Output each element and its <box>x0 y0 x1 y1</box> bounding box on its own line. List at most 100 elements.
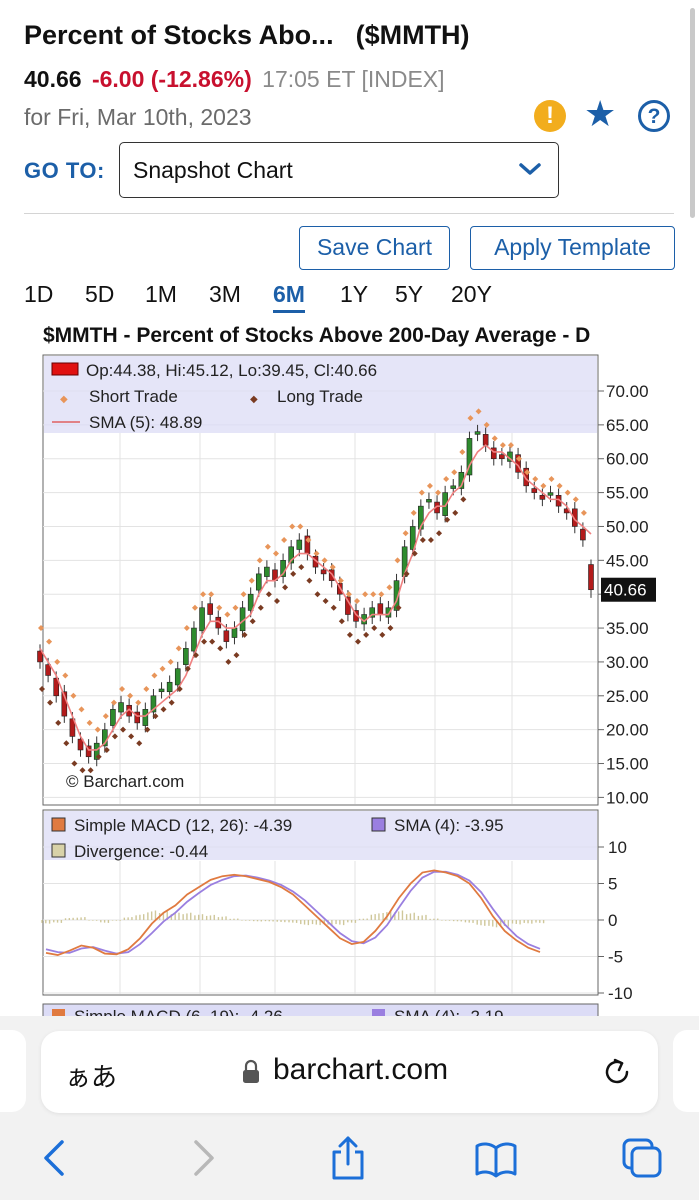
url-text[interactable]: barchart.com <box>273 1053 449 1086</box>
long-trade-point <box>282 584 289 591</box>
long-trade-point <box>290 570 297 577</box>
tabs-icon[interactable] <box>620 1134 664 1182</box>
short-trade-point <box>70 692 77 699</box>
long-trade-point <box>314 591 321 598</box>
candle-body <box>231 627 238 638</box>
forward-icon[interactable] <box>182 1134 226 1182</box>
price-tick-label: 20.00 <box>606 721 649 740</box>
short-trade-point <box>191 604 198 611</box>
long-trade-point <box>111 733 118 740</box>
lock-icon <box>243 1059 259 1083</box>
long-trade-point <box>128 733 135 740</box>
macd-tick-label: 5 <box>608 875 617 894</box>
short-trade-point <box>410 509 417 516</box>
macd-tick-label: 0 <box>608 911 617 930</box>
tab-1m[interactable]: 1M <box>145 281 177 307</box>
long-trade-point <box>241 631 248 638</box>
reload-icon[interactable] <box>600 1055 634 1089</box>
candle-body <box>450 485 457 489</box>
address-bar[interactable]: ぁあ barchart.com <box>41 1031 658 1113</box>
candle-body <box>571 508 578 527</box>
short-trade-point <box>135 699 142 706</box>
tab-20y[interactable]: 20Y <box>451 281 492 307</box>
long-trade-point <box>225 658 232 665</box>
short-trade-point <box>475 408 482 415</box>
long-trade-point <box>419 537 426 544</box>
long-trade-point <box>184 665 191 672</box>
short-trade-point <box>394 557 401 564</box>
macd2-swatch <box>52 1009 65 1016</box>
macd-signal-swatch <box>371 817 386 832</box>
candle-body <box>442 492 448 516</box>
candle-body <box>69 718 76 737</box>
short-trade-point <box>54 658 61 665</box>
tab-1d[interactable]: 1D <box>24 281 54 307</box>
tab-1y[interactable]: 1Y <box>340 281 369 307</box>
sma-line <box>39 444 592 751</box>
alert-icon[interactable]: ! <box>534 100 566 132</box>
short-trade-point <box>443 476 450 483</box>
short-trade-point <box>362 591 369 598</box>
share-icon[interactable] <box>326 1134 370 1182</box>
candle-body <box>37 650 43 663</box>
price-chart[interactable]: $MMTH - Percent of Stocks Above 200-Day … <box>0 316 699 1016</box>
long-trade-point <box>103 746 110 753</box>
ohlc-legend: Op:44.38, Hi:45.12, Lo:39.45, Cl:40.66 <box>86 361 377 380</box>
long-trade-point <box>355 638 362 645</box>
candle-body <box>409 526 416 550</box>
apply-template-button[interactable]: Apply Template <box>470 226 675 270</box>
help-icon[interactable]: ? <box>638 100 670 132</box>
save-chart-button[interactable]: Save Chart <box>299 226 450 270</box>
short-trade-point <box>151 672 158 679</box>
macd2-legend: Simple MACD (6, 19): -4.26 <box>74 1007 283 1016</box>
barchart-watermark: © Barchart.com <box>66 772 184 791</box>
short-trade-point <box>264 543 271 550</box>
short-trade-point <box>354 597 361 604</box>
candle-body <box>110 709 116 726</box>
short-trade-point <box>305 537 312 544</box>
goto-label: GO TO: <box>24 158 105 183</box>
quote-line: 40.66 -6.00 (-12.86%) 17:05 ET [INDEX] <box>24 66 445 93</box>
long-trade-point <box>55 719 62 726</box>
candle-body <box>142 709 149 726</box>
long-trade-point <box>87 767 94 774</box>
tab-3m[interactable]: 3M <box>209 281 241 307</box>
long-trade-point <box>79 767 86 774</box>
short-trade-point <box>386 584 393 591</box>
bookmarks-icon[interactable] <box>474 1134 518 1182</box>
long-trade-point <box>346 631 353 638</box>
short-trade-point <box>240 591 247 598</box>
back-icon[interactable] <box>32 1134 76 1182</box>
short-trade-point <box>272 550 279 557</box>
price-change: -6.00 (-12.86%) <box>91 66 252 92</box>
macd-legend: Simple MACD (12, 26): -4.39 <box>74 816 292 835</box>
short-trade-point <box>459 448 466 455</box>
chart-title: $MMTH - Percent of Stocks Above 200-Day … <box>43 324 590 347</box>
macd-signal-line <box>45 870 541 955</box>
candle-body <box>199 607 205 632</box>
long-trade-point <box>217 645 224 652</box>
tab-6m[interactable]: 6M <box>273 281 305 313</box>
long-trade-point <box>371 625 378 632</box>
short-trade-point <box>127 692 134 699</box>
tab-5d[interactable]: 5D <box>85 281 115 307</box>
tab-5y[interactable]: 5Y <box>395 281 424 307</box>
candle-body <box>499 454 505 460</box>
macd2-panel <box>42 1003 599 1016</box>
quote-date: for Fri, Mar 10th, 2023 <box>24 104 252 130</box>
goto-select[interactable]: Snapshot Chart <box>119 142 559 198</box>
previous-tab-preview[interactable] <box>0 1030 26 1112</box>
short-trade-point <box>167 658 174 665</box>
star-icon[interactable]: ★ <box>584 93 617 134</box>
long-trade-point <box>136 740 143 747</box>
page-settings-button[interactable]: ぁあ <box>65 1062 118 1092</box>
long-trade-point <box>63 740 70 747</box>
candle-body <box>369 607 376 618</box>
long-trade-point <box>176 686 183 693</box>
candle-body <box>482 434 489 446</box>
long-trade-point <box>298 564 305 571</box>
scroll-indicator[interactable] <box>690 8 695 218</box>
next-tab-preview[interactable] <box>673 1030 699 1112</box>
macd-line <box>45 869 541 956</box>
last-price: 40.66 <box>24 66 82 92</box>
